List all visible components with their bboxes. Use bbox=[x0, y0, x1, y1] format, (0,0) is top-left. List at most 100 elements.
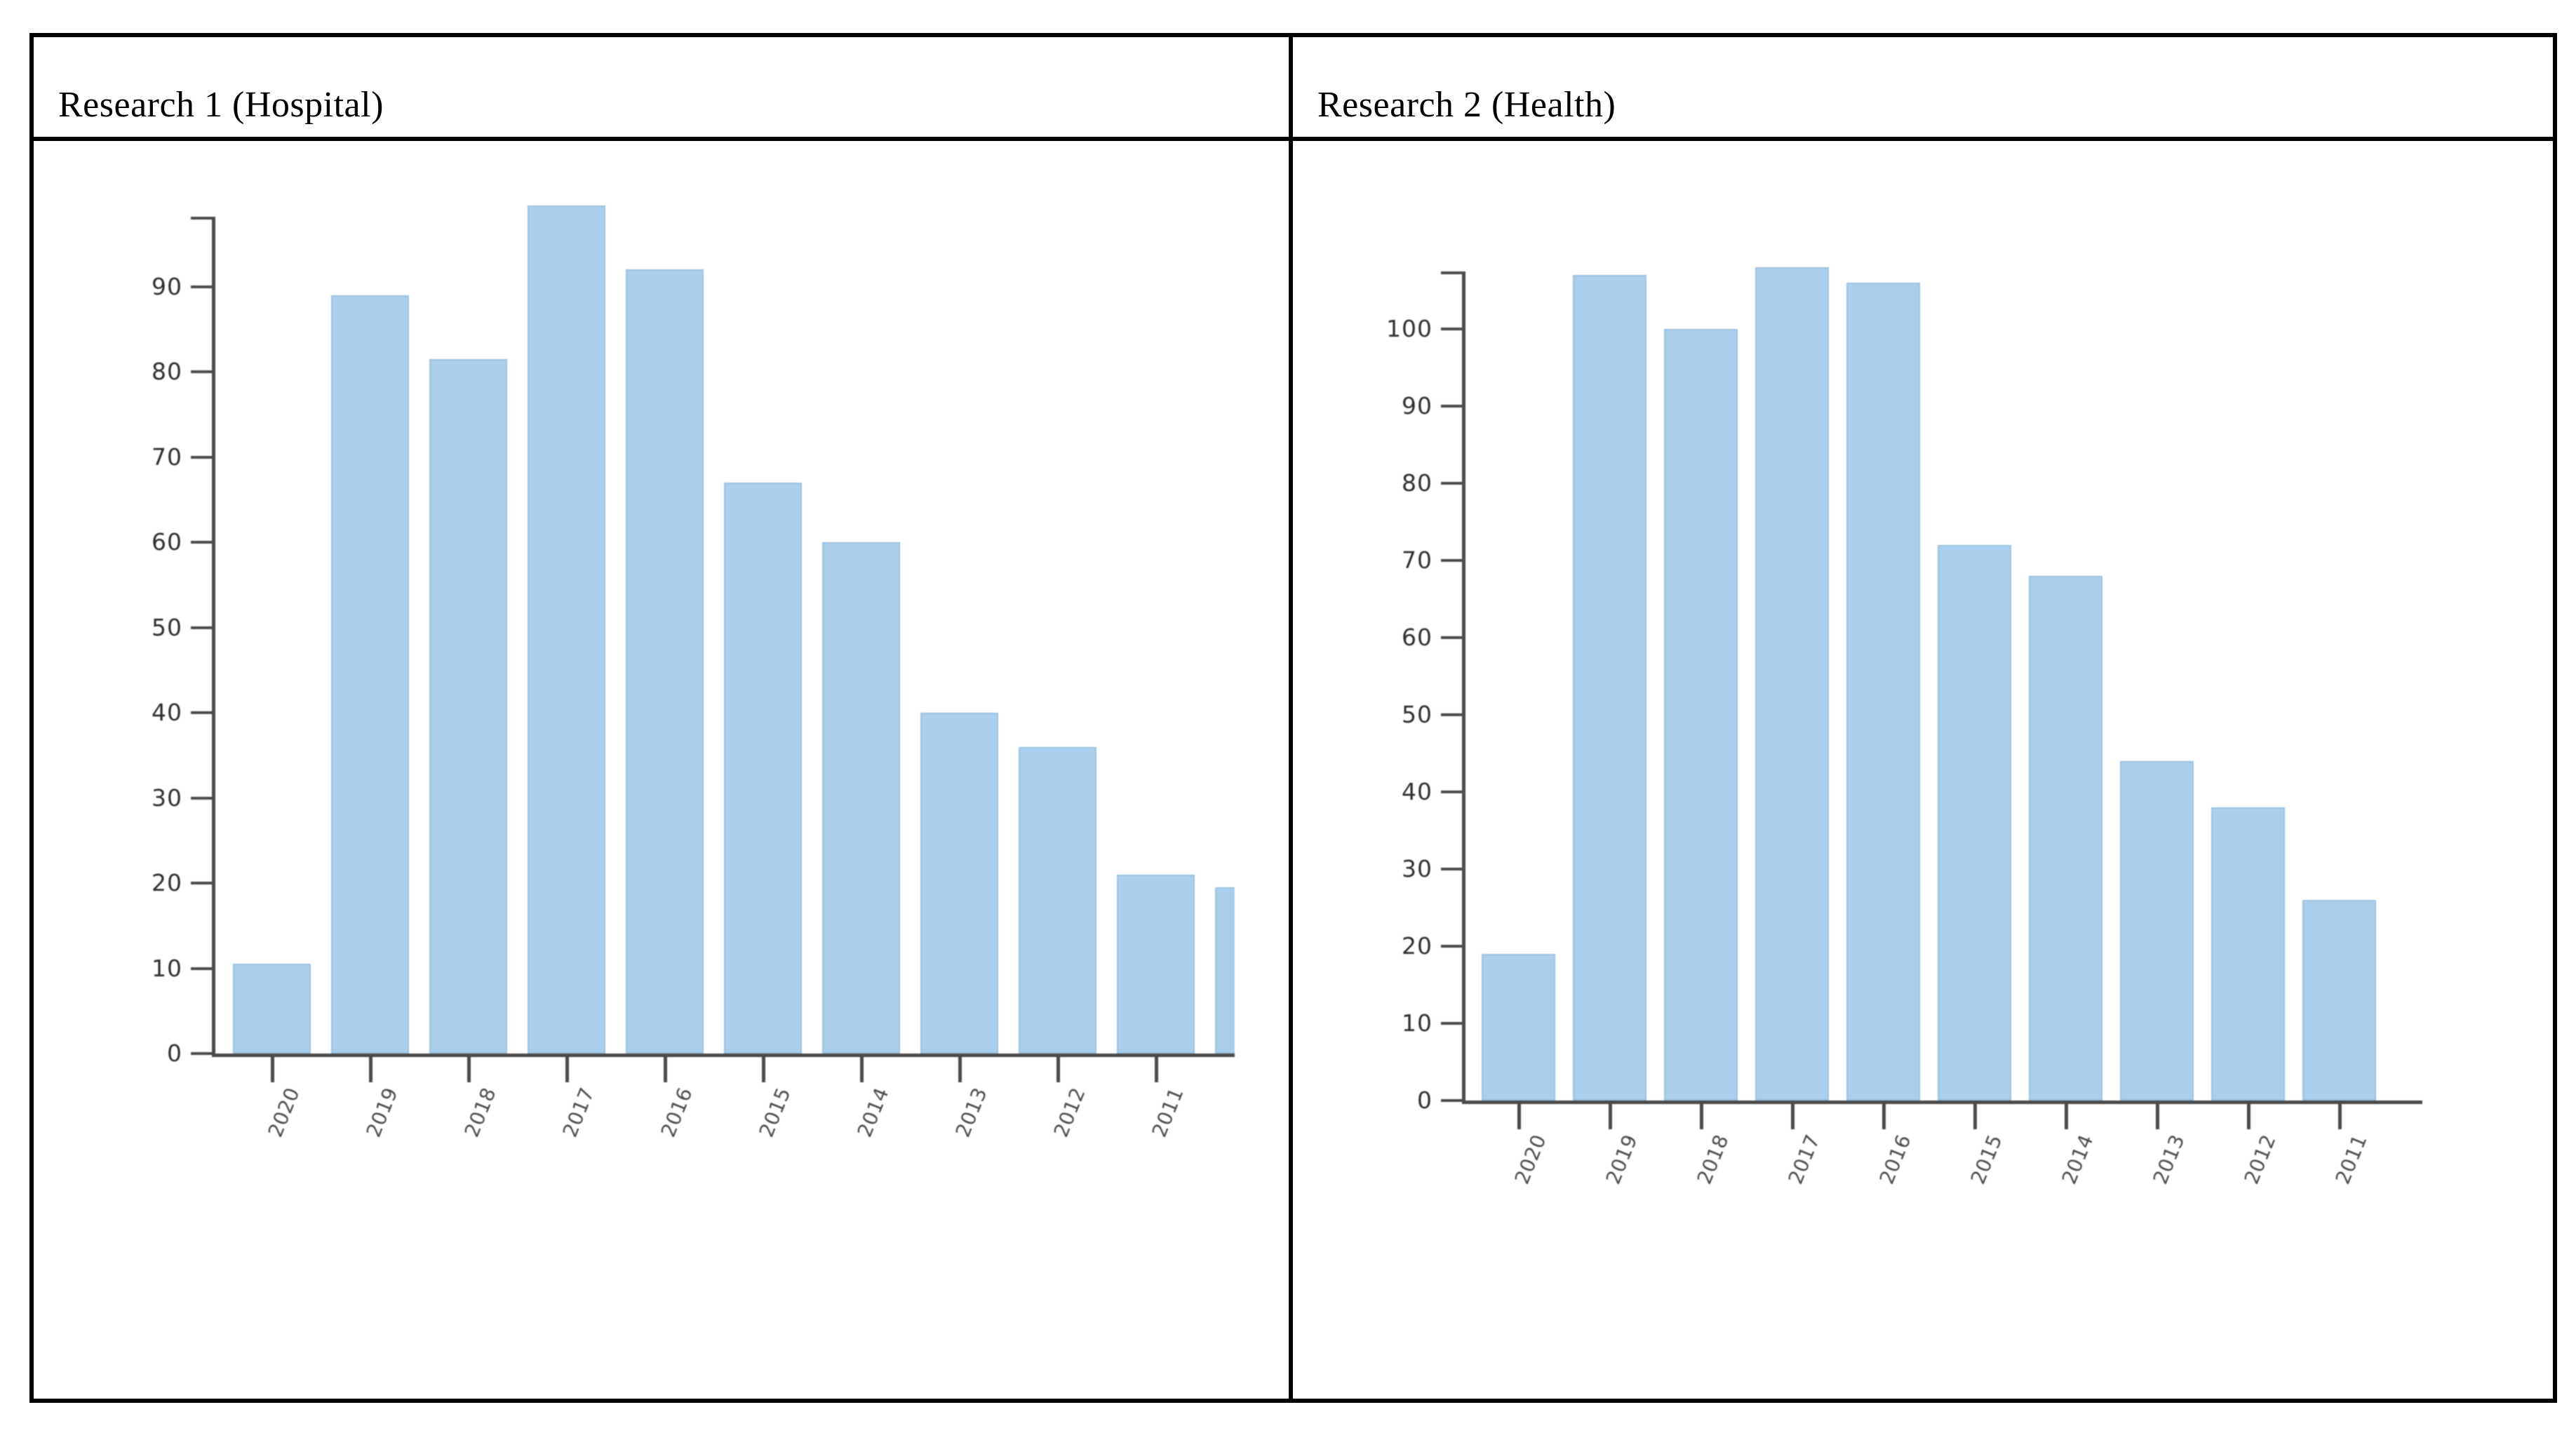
table-body-row: 0 10 20 30 40 50 60 70 80 90 2020 2019 2018 2017 2016 2… bbox=[34, 141, 2553, 1399]
x-tick bbox=[467, 1057, 471, 1082]
x-tick bbox=[663, 1057, 667, 1082]
x-tick-label: 2020 bbox=[263, 1084, 304, 1141]
y-tick bbox=[1441, 482, 1462, 485]
bar-2020 bbox=[1482, 954, 1555, 1101]
y-tick-label: 70 bbox=[152, 443, 182, 471]
x-tick-label: 2013 bbox=[951, 1084, 992, 1141]
y-tick bbox=[191, 370, 212, 373]
x-tick bbox=[2337, 1104, 2342, 1129]
x-tick-label: 2012 bbox=[1049, 1084, 1090, 1141]
bar-2012 bbox=[1019, 746, 1096, 1054]
y-tick bbox=[1441, 636, 1462, 639]
bar-2011 bbox=[1117, 874, 1195, 1054]
y-tick bbox=[191, 541, 212, 544]
y-tick-label: 70 bbox=[1402, 546, 1433, 574]
y-axis-spine bbox=[212, 216, 215, 1057]
header-cell-research-1: Research 1 (Hospital) bbox=[34, 37, 1293, 137]
bar-2015 bbox=[724, 482, 802, 1054]
bar-2018 bbox=[429, 358, 507, 1054]
bar-chart-research-1-hospital: 0 10 20 30 40 50 60 70 80 90 2020 2019 2018 2017 2016 2… bbox=[34, 141, 1235, 1263]
y-tick bbox=[1441, 713, 1462, 716]
x-tick bbox=[761, 1057, 765, 1082]
y-axis-cap-tick bbox=[1441, 271, 1462, 274]
table-header-row: Research 1 (Hospital) Research 2 (Health… bbox=[34, 37, 2553, 141]
x-tick bbox=[368, 1057, 373, 1082]
y-tick-label: 10 bbox=[1402, 1009, 1433, 1037]
bar-2013 bbox=[920, 713, 998, 1054]
y-tick bbox=[191, 967, 212, 970]
x-tick-label: 2012 bbox=[2239, 1131, 2281, 1188]
research-table: Research 1 (Hospital) Research 2 (Health… bbox=[29, 33, 2557, 1403]
bar-2019 bbox=[331, 295, 409, 1054]
y-tick-label: 0 bbox=[167, 1040, 182, 1067]
y-axis-spine bbox=[1462, 271, 1465, 1104]
header-cell-research-2: Research 2 (Health) bbox=[1293, 37, 2553, 137]
x-tick-label: 2020 bbox=[1510, 1131, 1551, 1188]
x-tick-label: 2014 bbox=[2057, 1131, 2098, 1188]
bar-2020 bbox=[233, 964, 311, 1054]
bar-2017 bbox=[1755, 267, 1829, 1101]
y-tick-label: 40 bbox=[152, 699, 182, 726]
bar-2015 bbox=[1938, 545, 2011, 1101]
bar-2014 bbox=[822, 542, 900, 1054]
y-tick-label: 10 bbox=[152, 954, 182, 982]
y-tick bbox=[191, 711, 212, 714]
x-tick-label: 2015 bbox=[1966, 1131, 2007, 1188]
y-tick-label: 90 bbox=[1402, 392, 1433, 419]
x-tick-label: 2019 bbox=[1601, 1131, 1642, 1188]
x-axis-line bbox=[212, 1054, 1235, 1057]
y-tick-label: 80 bbox=[152, 358, 182, 385]
y-tick bbox=[1441, 405, 1462, 408]
x-axis-line bbox=[1462, 1101, 2422, 1104]
x-tick bbox=[859, 1057, 864, 1082]
bar-2013 bbox=[2120, 761, 2194, 1101]
x-tick bbox=[270, 1057, 274, 1082]
y-tick bbox=[1441, 868, 1462, 870]
y-tick-label: 30 bbox=[152, 783, 182, 812]
y-tick bbox=[1441, 1022, 1462, 1025]
y-tick bbox=[191, 796, 212, 800]
y-tick-label: 90 bbox=[152, 272, 182, 300]
y-tick-label: 50 bbox=[152, 613, 182, 641]
y-tick-label: 50 bbox=[1402, 701, 1433, 728]
chart-cell-research-1: 0 10 20 30 40 50 60 70 80 90 2020 2019 2018 2017 2016 2… bbox=[34, 141, 1293, 1399]
chart-cell-research-2: 0 10 20 30 40 50 60 70 80 90 100 2020 2019 2018 2017 20… bbox=[1293, 141, 2553, 1399]
bar-2016 bbox=[626, 269, 704, 1054]
x-tick-label: 2011 bbox=[2330, 1131, 2372, 1188]
y-tick bbox=[191, 285, 212, 288]
x-tick bbox=[1881, 1104, 1886, 1129]
x-tick-label: 2017 bbox=[558, 1084, 599, 1141]
x-tick bbox=[1699, 1104, 1703, 1129]
bar-chart-research-2-health: 0 10 20 30 40 50 60 70 80 90 100 2020 2019 2018 2017 20… bbox=[1293, 141, 2542, 1263]
bar-clipped-partial bbox=[1215, 887, 1235, 1054]
x-tick bbox=[958, 1057, 962, 1082]
y-tick-label: 0 bbox=[1417, 1086, 1433, 1114]
x-tick-label: 2019 bbox=[361, 1084, 403, 1141]
y-tick-label: 40 bbox=[1402, 778, 1433, 805]
x-tick bbox=[565, 1057, 569, 1082]
y-tick bbox=[191, 882, 212, 884]
x-tick bbox=[1608, 1104, 1612, 1129]
x-tick bbox=[2155, 1104, 2159, 1129]
x-tick bbox=[1790, 1104, 1795, 1129]
x-tick-label: 2015 bbox=[754, 1084, 796, 1141]
x-tick-label: 2014 bbox=[852, 1084, 894, 1141]
bar-2011 bbox=[2302, 900, 2376, 1101]
x-tick bbox=[2064, 1104, 2068, 1129]
y-tick bbox=[191, 1052, 212, 1055]
x-tick-label: 2018 bbox=[1692, 1131, 1733, 1188]
x-tick bbox=[2246, 1104, 2250, 1129]
x-tick bbox=[1056, 1057, 1060, 1082]
x-tick-label: 2016 bbox=[656, 1084, 697, 1141]
y-tick bbox=[1441, 328, 1462, 330]
bar-2012 bbox=[2211, 807, 2285, 1101]
y-tick-label: 20 bbox=[1402, 932, 1433, 960]
bar-2016 bbox=[1846, 283, 1920, 1101]
bar-2019 bbox=[1573, 275, 1646, 1101]
y-tick-label: 60 bbox=[152, 528, 182, 556]
y-tick bbox=[1441, 790, 1462, 793]
y-tick bbox=[1441, 945, 1462, 948]
x-tick-label: 2013 bbox=[2148, 1131, 2189, 1188]
y-tick-label: 30 bbox=[1402, 855, 1433, 882]
